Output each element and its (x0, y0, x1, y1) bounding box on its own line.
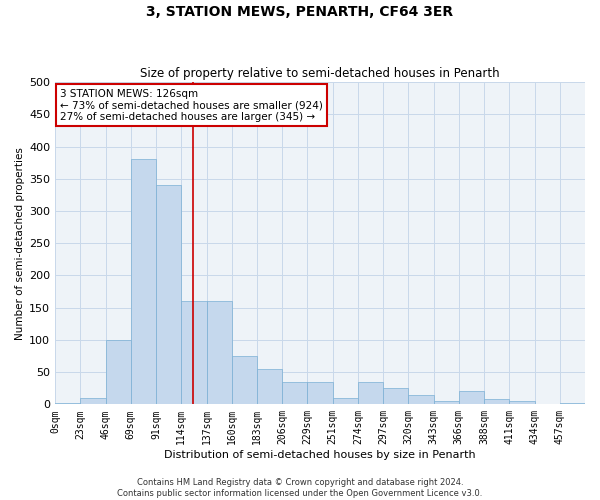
Text: 3, STATION MEWS, PENARTH, CF64 3ER: 3, STATION MEWS, PENARTH, CF64 3ER (146, 5, 454, 19)
Bar (383, 388, 409, 404)
Bar (332, 398, 358, 404)
Bar (560, 403, 585, 404)
Bar (106, 340, 131, 404)
Bar (181, 301, 206, 405)
Title: Size of property relative to semi-detached houses in Penarth: Size of property relative to semi-detach… (140, 66, 500, 80)
Bar (55, 403, 80, 404)
Bar (434, 401, 459, 404)
Text: 3 STATION MEWS: 126sqm
← 73% of semi-detached houses are smaller (924)
27% of se: 3 STATION MEWS: 126sqm ← 73% of semi-det… (61, 88, 323, 122)
Bar (206, 301, 232, 405)
Bar (484, 399, 509, 404)
Bar (358, 382, 383, 404)
Bar (459, 392, 484, 404)
Bar (307, 382, 332, 404)
X-axis label: Distribution of semi-detached houses by size in Penarth: Distribution of semi-detached houses by … (164, 450, 476, 460)
Bar (509, 401, 535, 404)
Bar (80, 398, 106, 404)
Bar (257, 369, 282, 404)
Bar (156, 185, 181, 404)
Text: Contains HM Land Registry data © Crown copyright and database right 2024.
Contai: Contains HM Land Registry data © Crown c… (118, 478, 482, 498)
Y-axis label: Number of semi-detached properties: Number of semi-detached properties (15, 147, 25, 340)
Bar (409, 394, 434, 404)
Bar (282, 382, 307, 404)
Bar (232, 356, 257, 405)
Bar (131, 160, 156, 404)
